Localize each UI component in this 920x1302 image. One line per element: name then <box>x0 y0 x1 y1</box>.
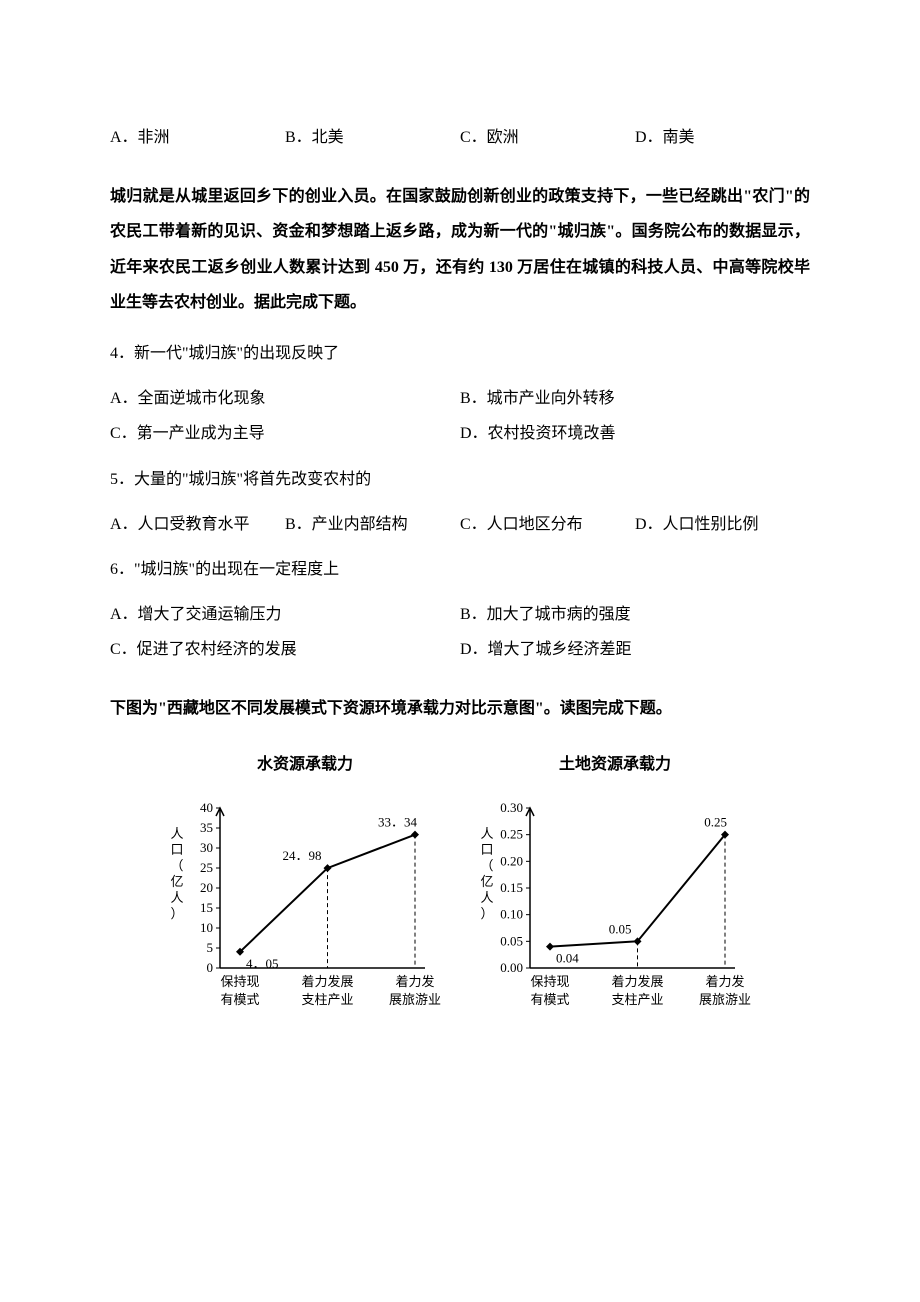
svg-text:0.05: 0.05 <box>609 921 632 936</box>
svg-text:支柱产业: 支柱产业 <box>301 992 353 1007</box>
q3-opt-a: A．非洲 <box>110 120 285 155</box>
q6-options-row2: C．促进了农村经济的发展 D．增大了城乡经济差距 <box>110 632 810 667</box>
svg-text:保持现: 保持现 <box>220 974 259 989</box>
svg-text:有模式: 有模式 <box>220 992 259 1007</box>
chart-left-wrap: 水资源承载力 0510152025303540人口（亿人）4．0524．9833… <box>165 747 445 1018</box>
svg-text:）: ） <box>480 906 493 921</box>
svg-text:（: （ <box>170 858 183 873</box>
svg-text:支柱产业: 支柱产业 <box>611 992 663 1007</box>
q6-opt-d: D．增大了城乡经济差距 <box>460 632 810 667</box>
svg-text:人: 人 <box>480 890 493 905</box>
svg-text:0.20: 0.20 <box>500 853 523 868</box>
svg-text:40: 40 <box>200 800 213 815</box>
passage-chenggui: 城归就是从城里返回乡下的创业入员。在国家鼓励创新创业的政策支持下，一些已经跳出"… <box>110 179 810 320</box>
q5-opt-d: D．人口性别比例 <box>635 507 810 542</box>
chart-right: 0.000.050.100.150.200.250.30人口（亿人）0.040.… <box>475 788 755 1018</box>
svg-text:30: 30 <box>200 840 213 855</box>
chart-left-title: 水资源承载力 <box>257 747 353 782</box>
svg-text:20: 20 <box>200 880 213 895</box>
chart-right-title: 土地资源承载力 <box>559 747 671 782</box>
svg-text:0.15: 0.15 <box>500 880 523 895</box>
svg-text:10: 10 <box>200 920 213 935</box>
svg-text:0.10: 0.10 <box>500 906 523 921</box>
svg-text:着力发: 着力发 <box>395 974 434 989</box>
svg-text:着力发: 着力发 <box>705 974 744 989</box>
svg-text:33．34: 33．34 <box>378 814 418 829</box>
svg-text:亿: 亿 <box>480 874 493 889</box>
q3-options: A．非洲 B．北美 C．欧洲 D．南美 <box>110 120 810 155</box>
svg-text:口: 口 <box>170 842 183 857</box>
q4-options-row1: A．全面逆城市化现象 B．城市产业向外转移 <box>110 381 810 416</box>
svg-text:0.25: 0.25 <box>704 814 727 829</box>
svg-text:保持现: 保持现 <box>530 974 569 989</box>
svg-text:有模式: 有模式 <box>530 992 569 1007</box>
q4-opt-c: C．第一产业成为主导 <box>110 416 460 451</box>
chart-right-wrap: 土地资源承载力 0.000.050.100.150.200.250.30人口（亿… <box>475 747 755 1018</box>
q6-opt-b: B．加大了城市病的强度 <box>460 597 810 632</box>
svg-text:0.25: 0.25 <box>500 826 523 841</box>
svg-text:24．98: 24．98 <box>282 848 321 863</box>
svg-text:着力发展: 着力发展 <box>301 974 353 989</box>
svg-text:15: 15 <box>200 900 213 915</box>
q5-opt-b: B．产业内部结构 <box>285 507 460 542</box>
svg-text:人: 人 <box>170 826 183 841</box>
svg-text:0.00: 0.00 <box>500 960 523 975</box>
passage-chart: 下图为"西藏地区不同发展模式下资源环境承载力对比示意图"。读图完成下题。 <box>110 691 810 726</box>
q4-opt-d: D．农村投资环境改善 <box>460 416 810 451</box>
svg-text:）: ） <box>170 906 183 921</box>
svg-text:展旅游业: 展旅游业 <box>389 992 441 1007</box>
q6-stem: 6．"城归族"的出现在一定程度上 <box>110 552 810 587</box>
svg-text:0.04: 0.04 <box>556 950 579 965</box>
svg-text:口: 口 <box>480 842 493 857</box>
q3-opt-d: D．南美 <box>635 120 810 155</box>
q5-options: A．人口受教育水平 B．产业内部结构 C．人口地区分布 D．人口性别比例 <box>110 507 810 542</box>
page-content: A．非洲 B．北美 C．欧洲 D．南美 城归就是从城里返回乡下的创业入员。在国家… <box>0 0 920 1108</box>
chart-left: 0510152025303540人口（亿人）4．0524．9833．34保持现有… <box>165 788 445 1018</box>
svg-text:0.30: 0.30 <box>500 800 523 815</box>
svg-text:35: 35 <box>200 820 213 835</box>
svg-text:25: 25 <box>200 860 213 875</box>
q5-opt-a: A．人口受教育水平 <box>110 507 285 542</box>
svg-text:人: 人 <box>480 826 493 841</box>
q6-opt-a: A．增大了交通运输压力 <box>110 597 460 632</box>
q5-stem: 5．大量的"城归族"将首先改变农村的 <box>110 462 810 497</box>
q4-opt-b: B．城市产业向外转移 <box>460 381 810 416</box>
svg-text:着力发展: 着力发展 <box>611 974 663 989</box>
svg-text:亿: 亿 <box>170 874 183 889</box>
q5-opt-c: C．人口地区分布 <box>460 507 635 542</box>
svg-text:0.05: 0.05 <box>500 933 523 948</box>
svg-text:展旅游业: 展旅游业 <box>699 992 751 1007</box>
svg-text:（: （ <box>480 858 493 873</box>
charts-row: 水资源承载力 0510152025303540人口（亿人）4．0524．9833… <box>110 747 810 1018</box>
q6-opt-c: C．促进了农村经济的发展 <box>110 632 460 667</box>
q3-opt-c: C．欧洲 <box>460 120 635 155</box>
svg-text:人: 人 <box>170 890 183 905</box>
q4-options-row2: C．第一产业成为主导 D．农村投资环境改善 <box>110 416 810 451</box>
svg-text:4．05: 4．05 <box>246 956 279 971</box>
q4-opt-a: A．全面逆城市化现象 <box>110 381 460 416</box>
svg-text:0: 0 <box>207 960 214 975</box>
q4-stem: 4．新一代"城归族"的出现反映了 <box>110 336 810 371</box>
q3-opt-b: B．北美 <box>285 120 460 155</box>
q6-options-row1: A．增大了交通运输压力 B．加大了城市病的强度 <box>110 597 810 632</box>
svg-text:5: 5 <box>207 940 214 955</box>
